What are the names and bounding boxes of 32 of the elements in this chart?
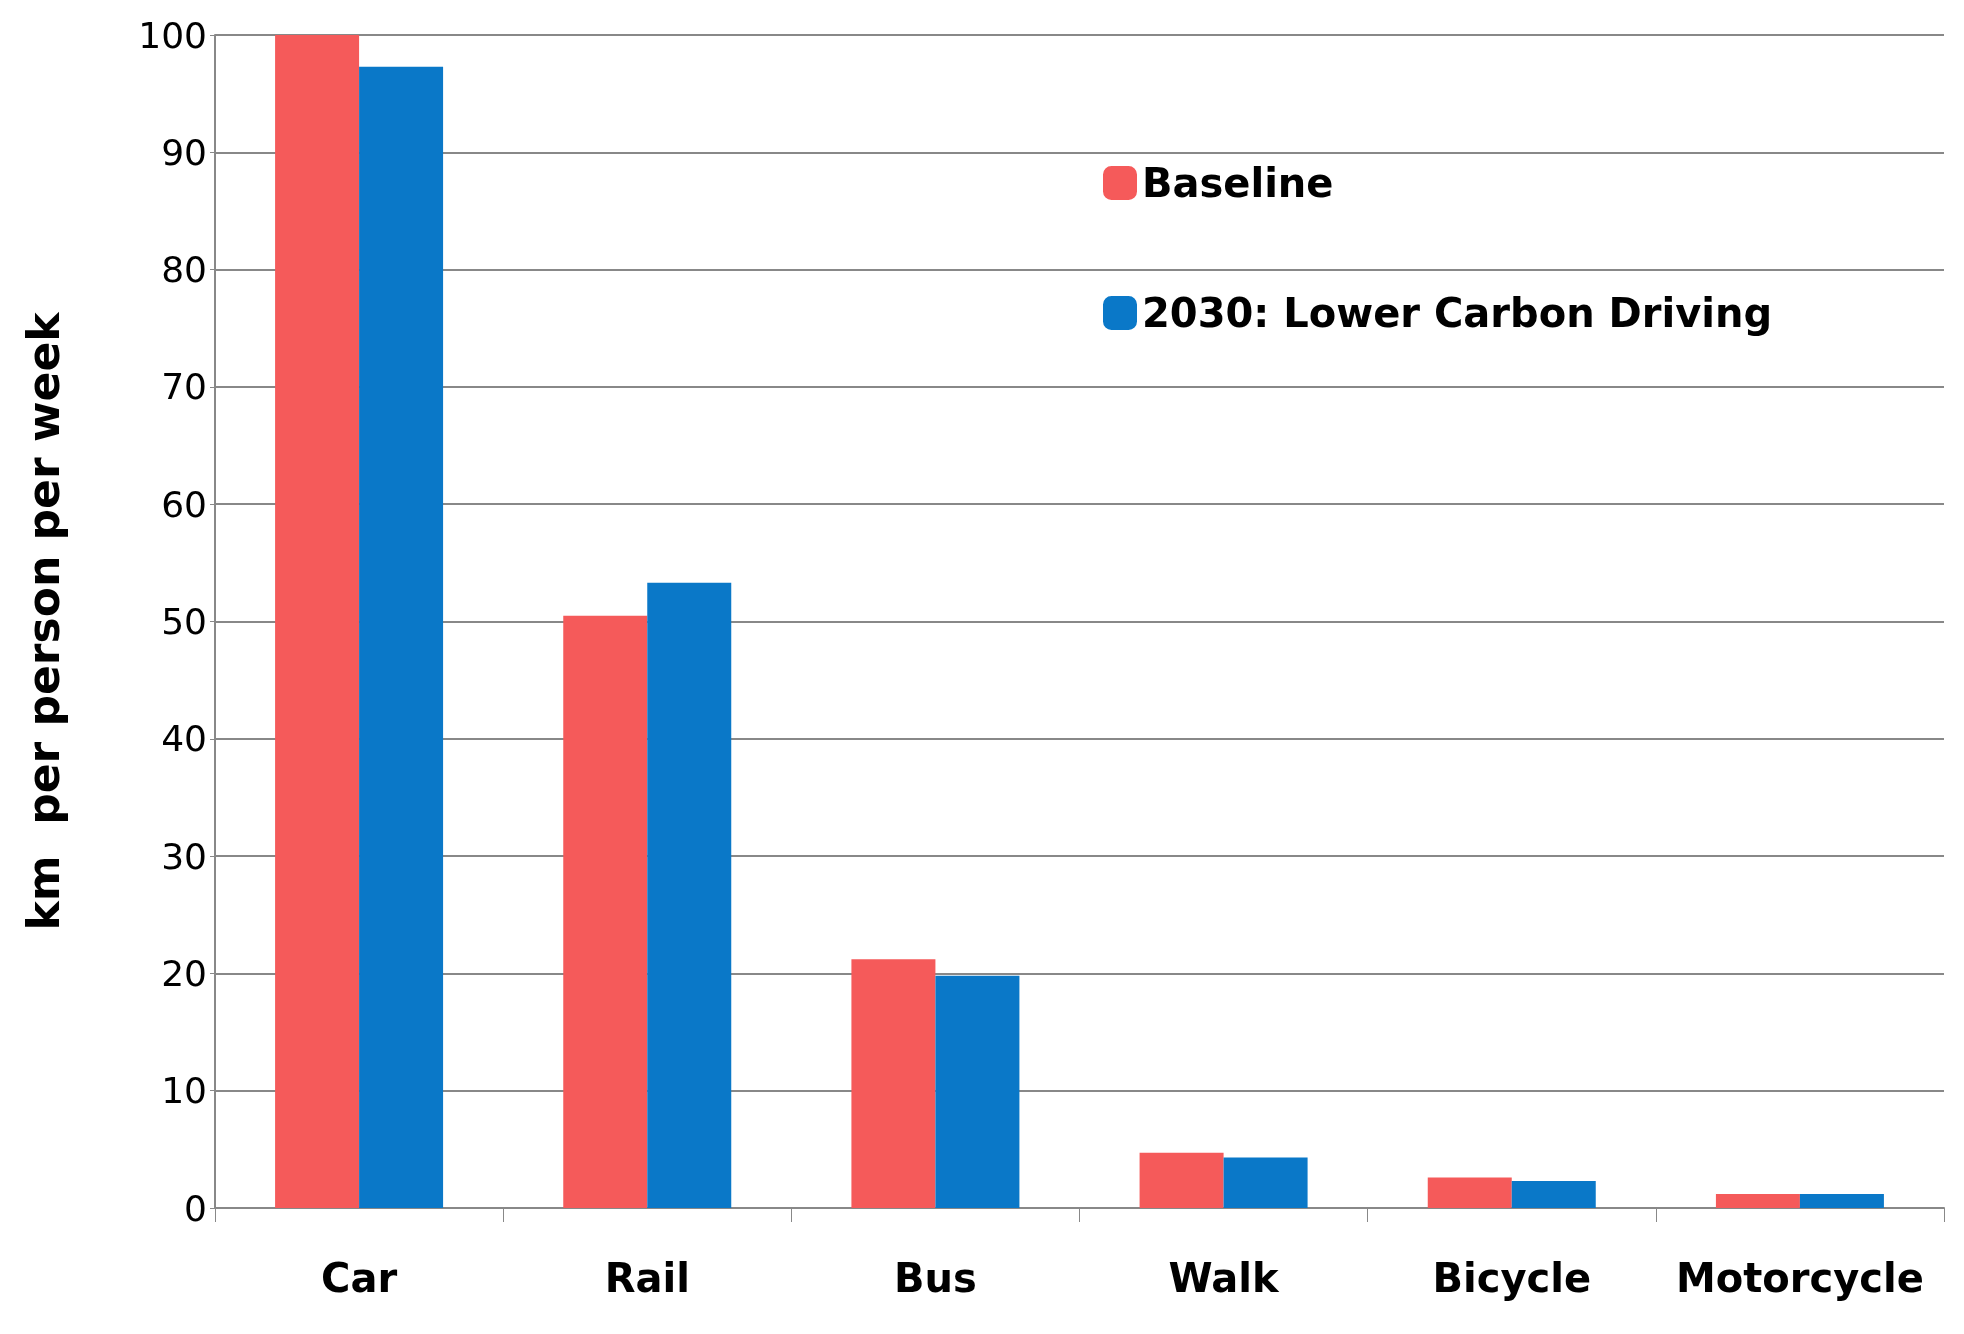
bar <box>647 582 732 1208</box>
bar <box>851 959 936 1208</box>
y-tick-label: 30 <box>161 835 207 877</box>
x-tick-label: Car <box>321 1255 398 1301</box>
y-tick-label: 60 <box>161 483 207 525</box>
x-tick-label: Rail <box>604 1255 690 1301</box>
bar <box>1715 1193 1800 1208</box>
x-tick-label: Walk <box>1168 1255 1280 1301</box>
y-tick-label: 50 <box>161 601 207 642</box>
bar <box>563 615 648 1208</box>
x-tick-label: Bus <box>894 1255 977 1301</box>
y-axis-title: km per person per week <box>17 310 69 931</box>
bar <box>935 975 1020 1208</box>
y-tick-label: 100 <box>138 14 207 56</box>
bar <box>1799 1193 1884 1208</box>
legend-label: 2030: Lower Carbon Driving <box>1142 290 1773 336</box>
y-tick-label: 40 <box>161 718 207 760</box>
y-tick-label: 0 <box>184 1187 207 1229</box>
x-tick-label: Bicycle <box>1432 1255 1592 1301</box>
bar <box>275 35 360 1208</box>
y-tick-label: 90 <box>161 131 207 173</box>
x-tick-label: Motorcycle <box>1675 1255 1924 1301</box>
bar <box>1427 1177 1512 1208</box>
bar <box>1511 1181 1596 1208</box>
bar <box>359 66 444 1208</box>
y-tick-label: 70 <box>161 366 207 408</box>
y-tick-label: 20 <box>161 952 207 994</box>
bar <box>1223 1157 1308 1208</box>
bar <box>1139 1152 1224 1208</box>
y-tick-label: 10 <box>161 1070 207 1112</box>
y-tick-label: 80 <box>161 249 207 291</box>
legend-label: Baseline <box>1142 160 1334 206</box>
